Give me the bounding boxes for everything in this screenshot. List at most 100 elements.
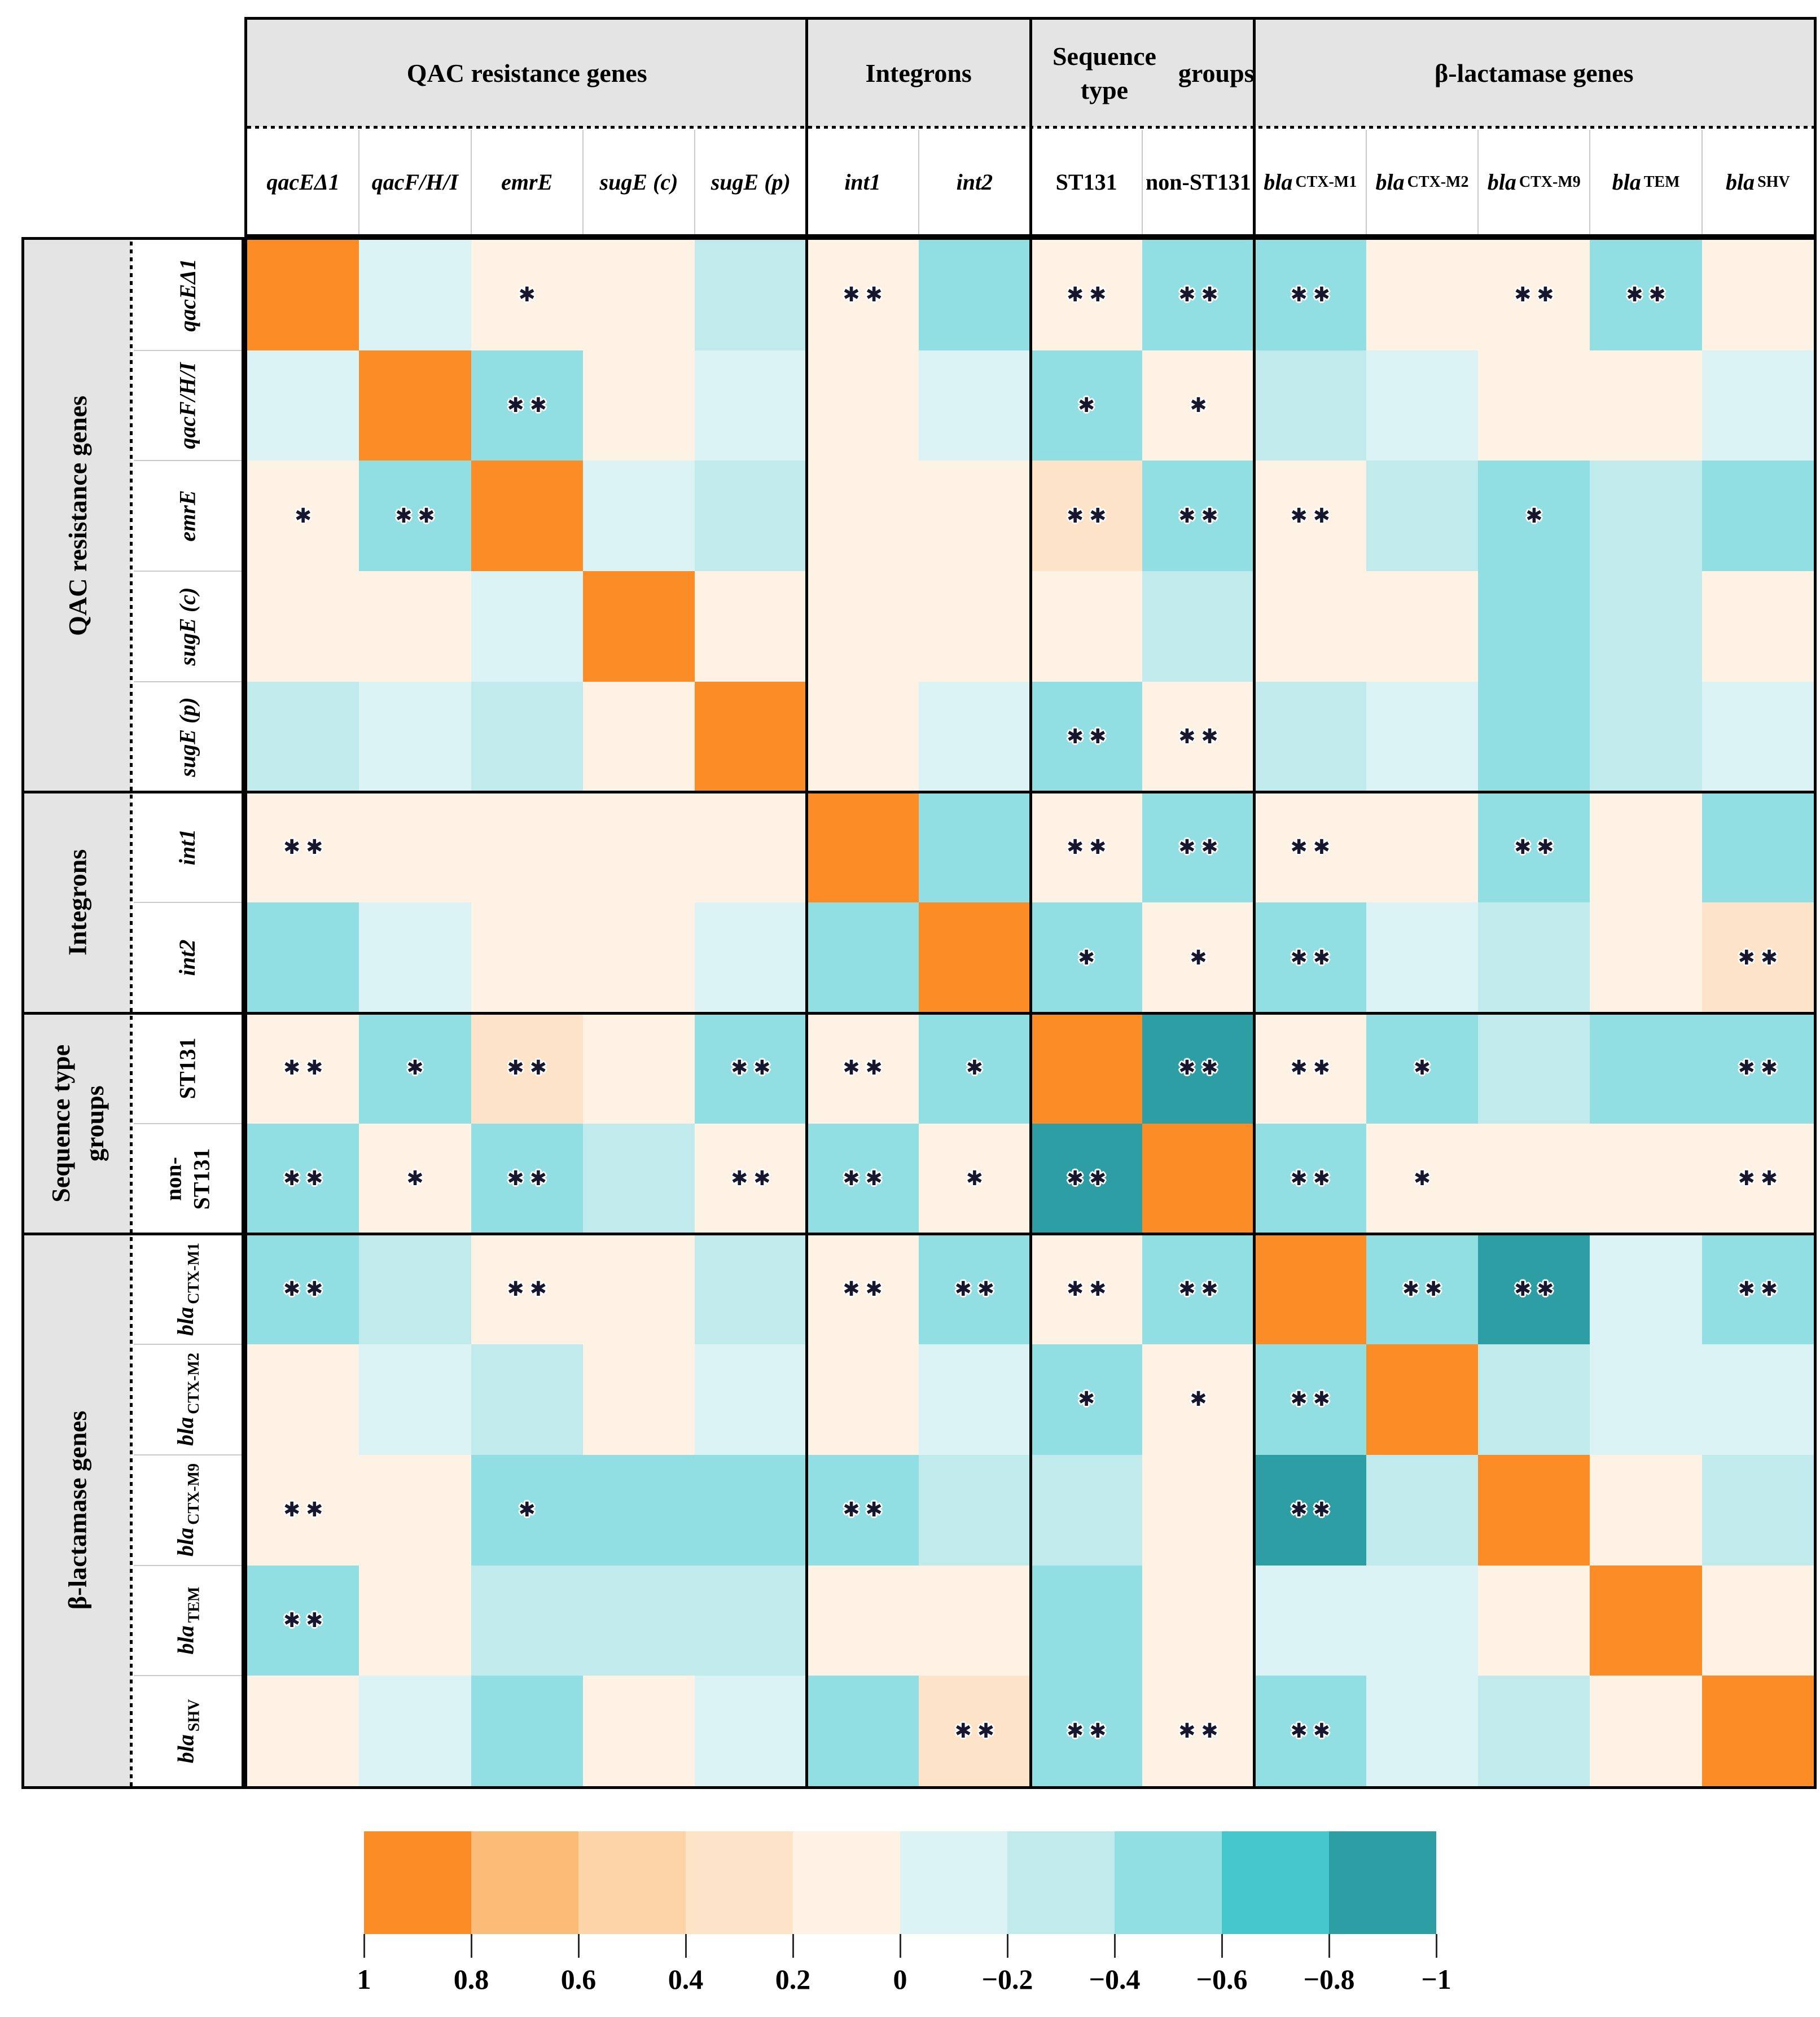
heatmap-cell [918, 902, 1030, 1013]
heatmap-cell [1478, 902, 1590, 1013]
matrix-column-group-line [1253, 240, 1256, 1786]
heatmap-cell: ✱✱ [1478, 792, 1590, 903]
heatmap-cell [1590, 1565, 1702, 1676]
column-group-header-lactamase-genes: β-lactamase genes [1435, 59, 1634, 88]
legend-bin-0-to--0.2 [900, 1831, 1007, 1934]
heatmap-cell [1701, 240, 1814, 350]
heatmap-cell [918, 1344, 1030, 1455]
significance-mark: ✱ [518, 1498, 541, 1522]
row-label-qacf-h-i: qacF/H/I [134, 350, 242, 461]
legend-bin--0.6-to--0.8 [1222, 1831, 1329, 1934]
heatmap-cell [471, 461, 583, 572]
heatmap-cell [806, 902, 919, 1013]
heatmap-cell [1366, 240, 1479, 350]
row-label-non-st131: non- ST131 [134, 1124, 242, 1234]
heatmap-cell [582, 1676, 695, 1786]
heatmap-cell: ✱✱ [471, 1234, 583, 1345]
heatmap-cell [1478, 1013, 1590, 1124]
heatmap-cell [1142, 571, 1255, 682]
heatmap-cell: ✱ [359, 1123, 471, 1234]
legend-bin--0.4-to--0.6 [1115, 1831, 1222, 1934]
heatmap-cell [359, 350, 471, 461]
row-label-int1: int1 [134, 792, 242, 903]
label-line: ST131 [1189, 169, 1251, 195]
heatmap-cell [1030, 1454, 1143, 1566]
significance-mark: ✱✱ [731, 1167, 777, 1191]
label-line: non- [1146, 169, 1190, 195]
row-label-emre: emrE [134, 461, 242, 571]
row-label-text: bla CTX-M9 [172, 1463, 204, 1556]
significance-mark: ✱ [1078, 946, 1101, 970]
heatmap-cell [1478, 571, 1590, 682]
row-label-text: qacEΔ1 [174, 258, 200, 332]
gene-name-subscript: TEM [1643, 173, 1680, 191]
legend-tick [1328, 1934, 1330, 1958]
heatmap-cell: ✱ [359, 1013, 471, 1124]
column-group-header-integrons: Integrons [865, 59, 972, 88]
row-label-text: bla CTX-M2 [172, 1353, 204, 1446]
heatmap-cell [1701, 1454, 1814, 1566]
heatmap-cell: ✱ [1366, 1013, 1479, 1124]
significance-mark: ✱✱ [1514, 1277, 1560, 1301]
significance-mark: ✱ [406, 1056, 429, 1080]
heatmap-cell: ✱✱ [1030, 792, 1143, 903]
heatmap-cell [918, 461, 1030, 572]
heatmap-cell: ✱✱ [1254, 902, 1366, 1013]
gene-name-subscript: CTX-M9 [185, 1463, 203, 1525]
significance-mark: ✱✱ [507, 1277, 552, 1301]
heatmap-cell [1590, 1676, 1702, 1786]
column-label-suge-c: sugE (c) [599, 169, 678, 195]
row-group-separator [24, 1232, 242, 1235]
row-label-suge-c: sugE (c) [134, 571, 242, 682]
heatmap-cell [1030, 1013, 1143, 1124]
significance-mark: ✱✱ [1178, 1056, 1224, 1080]
heatmap-cell [471, 571, 583, 682]
significance-mark: ✱✱ [1290, 1167, 1336, 1191]
heatmap-cell: ✱✱ [1142, 1013, 1255, 1124]
heatmap-cell [359, 1454, 471, 1566]
row-label-bla-shv: bla SHV [134, 1676, 242, 1786]
heatmap-cell [806, 1565, 919, 1676]
legend-bin-1-to-0.8 [364, 1831, 471, 1934]
significance-mark: ✱✱ [1178, 1277, 1224, 1301]
heatmap-cell [247, 571, 359, 682]
heatmap-cell: ✱✱ [918, 1676, 1030, 1786]
significance-mark: ✱ [1078, 394, 1101, 418]
significance-mark: ✱✱ [1514, 283, 1560, 307]
heatmap-cell [695, 1344, 807, 1455]
legend-tick [577, 1934, 580, 1958]
significance-mark: ✱✱ [843, 1167, 888, 1191]
significance-mark: ✱✱ [1178, 725, 1224, 749]
column-header-panel: QAC resistance genes Integrons Sequence ty… [244, 17, 1817, 237]
significance-mark: ✱ [966, 1056, 989, 1080]
heatmap-cell [695, 1676, 807, 1786]
significance-mark: ✱✱ [283, 1056, 329, 1080]
legend-tick-label: 0.8 [453, 1963, 489, 1995]
heatmap-cell [1478, 1454, 1590, 1566]
gene-name-main: bla [1487, 169, 1516, 195]
row-group-header-text: Integrons [63, 849, 92, 956]
heatmap-cell: ✱✱ [1030, 1234, 1143, 1345]
row-group-header-text: β-lactamase genes [63, 1410, 92, 1610]
significance-mark: ✱✱ [843, 1277, 888, 1301]
heatmap-cell: ✱✱ [1254, 1013, 1366, 1124]
heatmap-cell [695, 240, 807, 350]
heatmap-cell [582, 902, 695, 1013]
row-label-text: qacF/H/I [174, 362, 200, 449]
heatmap-cell [582, 792, 695, 903]
gene-name-subscript: CTX-M9 [1519, 173, 1581, 191]
heatmap-cell [1701, 571, 1814, 682]
heatmap-cell [1366, 1454, 1479, 1566]
heatmap-cell: ✱✱ [806, 1013, 919, 1124]
heatmap-cell [1701, 350, 1814, 461]
gene-name-main: bla [1725, 169, 1755, 195]
significance-mark: ✱✱ [1178, 283, 1224, 307]
heatmap-cell [1366, 1565, 1479, 1676]
legend-tick-label: −0.6 [1196, 1963, 1248, 1995]
heatmap-cell: ✱✱ [471, 1123, 583, 1234]
heatmap-cell: ✱✱ [1030, 681, 1143, 792]
heatmap-cell [359, 1676, 471, 1786]
significance-mark: ✱ [1190, 394, 1213, 418]
row-label-text: int2 [174, 939, 200, 976]
